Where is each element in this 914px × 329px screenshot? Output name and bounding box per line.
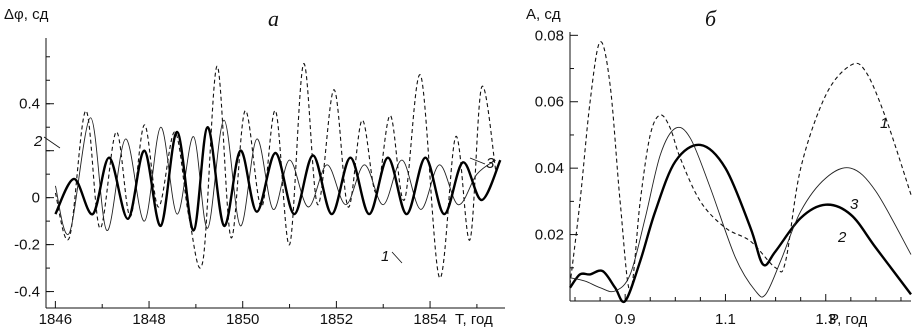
panel-b-y-axis-label: A, сд	[526, 6, 561, 23]
panel-a-x-tick-label: 1846	[39, 311, 72, 328]
panel-a-series	[54, 63, 502, 279]
panel-b-x-axis-label: P, год	[829, 311, 868, 328]
panel-a-curve-labels: 2 3 1	[33, 133, 495, 265]
panel-b-ticks: 0.08 0.06 0.04 0.02 0.9 1.1 1.3	[535, 27, 902, 328]
panel-a-x-axis-label: T, год	[455, 311, 493, 328]
panel-b-y-tick-label: 0.04	[535, 160, 564, 177]
panel-b-x-tick-label: 0.9	[615, 311, 636, 328]
panel-b-series-2-line	[569, 143, 912, 304]
panel-a-y-tick-label: -0.4	[14, 284, 40, 301]
panel-a-curve-label-2-leader	[43, 136, 61, 149]
panel-a-y-tick-label: 0.4	[19, 96, 40, 113]
panel-a-y-axis-label: Δφ, сд	[4, 6, 49, 23]
panel-b-series-3-line	[569, 126, 912, 298]
panel-a-curve-label-1: 1	[381, 248, 389, 265]
panel-b-series	[569, 41, 912, 304]
panel-a-series-3-line	[54, 125, 502, 232]
panel-a-curve-label-3: 3	[486, 155, 495, 172]
panel-b-chart: б A, сд P, год 0.08 0.06 0.04 0.02 0.9 1.1 1.3…	[526, 6, 912, 328]
panel-a-x-tick-label: 1852	[320, 311, 353, 328]
panel-a-x-tick-label: 1848	[132, 311, 165, 328]
panel-a-y-tick-label: 0	[32, 190, 40, 207]
panel-a-chart: а Δφ, сд T, год 0.4 0 -0.2 -0.4 1846 1848 1850…	[4, 6, 505, 328]
panel-b-x-tick-label: 1.1	[715, 311, 736, 328]
panel-a-curve-label-2: 2	[33, 133, 43, 150]
panel-a-y-tick-label: -0.2	[14, 237, 40, 254]
panel-a-letter: а	[268, 6, 279, 31]
panel-b-y-tick-label: 0.06	[535, 94, 564, 111]
panel-a-ticks: 0.4 0 -0.2 -0.4 1846 1848 1850 1852 1854	[14, 56, 478, 328]
panel-a-x-tick-label: 1850	[226, 311, 259, 328]
panel-b-curve-label-1: 1	[880, 115, 888, 132]
panel-b-curve-label-3: 3	[850, 196, 859, 213]
panel-a-x-tick-label: 1854	[413, 311, 446, 328]
panel-b-series-1-line	[569, 41, 912, 292]
panel-a-curve-label-1-leader	[391, 251, 403, 264]
panel-b-curve-label-2: 2	[837, 229, 847, 246]
panel-b-letter: б	[705, 6, 717, 31]
panel-a-series-1-line	[54, 63, 497, 279]
panel-b-y-tick-label: 0.02	[535, 227, 564, 244]
panel-a-curve-label-3-leader	[469, 157, 486, 165]
panel-b-y-tick-label: 0.08	[535, 27, 564, 44]
panel-b-curve-labels: 1 3 2	[837, 115, 888, 246]
panel-b-x-tick-label: 1.3	[815, 311, 836, 328]
panel-b-axes	[569, 32, 911, 302]
panel-a-series-2-line	[54, 117, 496, 235]
